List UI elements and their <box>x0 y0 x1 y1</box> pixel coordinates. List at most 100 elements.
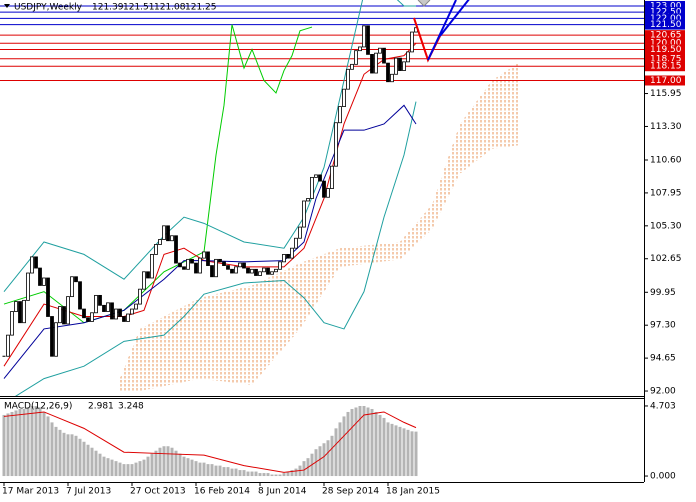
macd-bar <box>222 467 226 477</box>
level-label-bg <box>645 13 685 24</box>
candle <box>322 180 326 198</box>
ichimoku-cloud <box>120 61 520 392</box>
macd-bar <box>290 470 294 477</box>
macd-bar <box>318 446 322 477</box>
macd-bar <box>142 459 146 477</box>
candle <box>270 271 274 275</box>
macd-bar <box>62 432 66 477</box>
candle <box>82 308 86 319</box>
level-label-bg <box>645 30 685 41</box>
candle <box>154 244 158 255</box>
level-label-bg <box>645 61 685 72</box>
drawn-marker <box>417 0 431 7</box>
macd-bar <box>34 406 38 477</box>
macd-bar <box>22 408 26 477</box>
candle <box>238 262 242 268</box>
y-tick-label: 0.000 <box>650 472 676 482</box>
candle <box>354 50 358 65</box>
symbol-icon <box>4 4 10 8</box>
y-tick-label: 102.65 <box>650 254 682 264</box>
candle <box>330 165 334 189</box>
price-panel <box>0 0 644 396</box>
y-tick-label: 97.30 <box>650 321 676 331</box>
candle <box>290 247 294 259</box>
candle <box>170 235 174 242</box>
candle <box>350 63 354 70</box>
candle <box>362 25 366 48</box>
candle <box>90 312 94 322</box>
level-label-bg <box>645 75 685 86</box>
macd-bar <box>6 413 10 477</box>
macd-bar <box>410 431 414 477</box>
level-label: 119.50 <box>650 45 682 55</box>
candle <box>226 265 230 270</box>
candle <box>14 301 18 312</box>
macd-reading: 2.981 <box>88 402 114 412</box>
macd-bar <box>382 417 386 477</box>
candle <box>166 225 170 242</box>
level-label: 123.00 <box>650 1 682 11</box>
macd-bar <box>406 429 410 477</box>
macd-bar <box>366 407 370 477</box>
candle <box>54 322 58 357</box>
candle <box>74 276 78 283</box>
candle <box>278 261 282 270</box>
candle <box>334 122 338 167</box>
macd-bar <box>250 471 254 477</box>
y-tick-label: 94.65 <box>650 354 676 364</box>
level-label: 122.50 <box>650 8 682 18</box>
candle <box>46 277 50 317</box>
macd-bar <box>170 447 174 477</box>
macd-bar <box>266 473 270 477</box>
candle <box>378 47 382 54</box>
y-tick-label: 107.95 <box>650 188 682 198</box>
macd-bar <box>302 461 306 477</box>
candle <box>34 256 38 269</box>
candle <box>38 267 42 286</box>
candle <box>6 334 10 357</box>
candle <box>218 258 222 263</box>
macd-bar <box>286 471 290 477</box>
x-tick-label: 7 Jul 2013 <box>66 487 111 497</box>
macd-bar <box>362 406 366 477</box>
symbol: USDJPY,Weekly <box>14 3 83 13</box>
candle <box>194 262 198 274</box>
candle <box>242 262 246 269</box>
level-label-bg <box>645 53 685 64</box>
y-tick-label: 105.30 <box>650 221 682 231</box>
macd-bar <box>334 428 338 477</box>
macd-bar <box>166 446 170 477</box>
level-label-bg <box>645 0 685 11</box>
macd-bar <box>370 408 374 477</box>
candle <box>254 268 258 276</box>
ohlc-header: 121.39 121.51 121.08 121.25 <box>92 3 217 13</box>
macd-bar <box>346 411 350 477</box>
macd-bar <box>90 447 94 477</box>
candle <box>374 52 378 74</box>
candle <box>394 57 398 75</box>
candle <box>174 235 178 264</box>
macd-bar <box>190 459 194 477</box>
macd-readings: 2.981 3.248 <box>88 402 144 412</box>
macd-bar <box>74 435 78 477</box>
candle <box>134 303 138 310</box>
macd-bar <box>54 426 58 477</box>
candle <box>138 288 142 305</box>
macd-bar <box>198 462 202 477</box>
macd-bar <box>58 429 62 477</box>
candle <box>158 239 162 245</box>
candle <box>410 31 414 53</box>
macd-bar <box>358 406 362 477</box>
x-tick-label: 8 Jun 2014 <box>258 487 307 497</box>
macd-bar <box>186 458 190 477</box>
level-label-bg <box>645 7 685 18</box>
candle <box>182 266 186 270</box>
candle <box>190 258 194 264</box>
candle <box>294 237 298 249</box>
candle <box>142 271 146 290</box>
macd-bar <box>274 474 278 477</box>
candle <box>62 306 66 325</box>
candle <box>326 188 330 198</box>
candle <box>202 251 206 259</box>
macd-bar <box>26 407 30 477</box>
